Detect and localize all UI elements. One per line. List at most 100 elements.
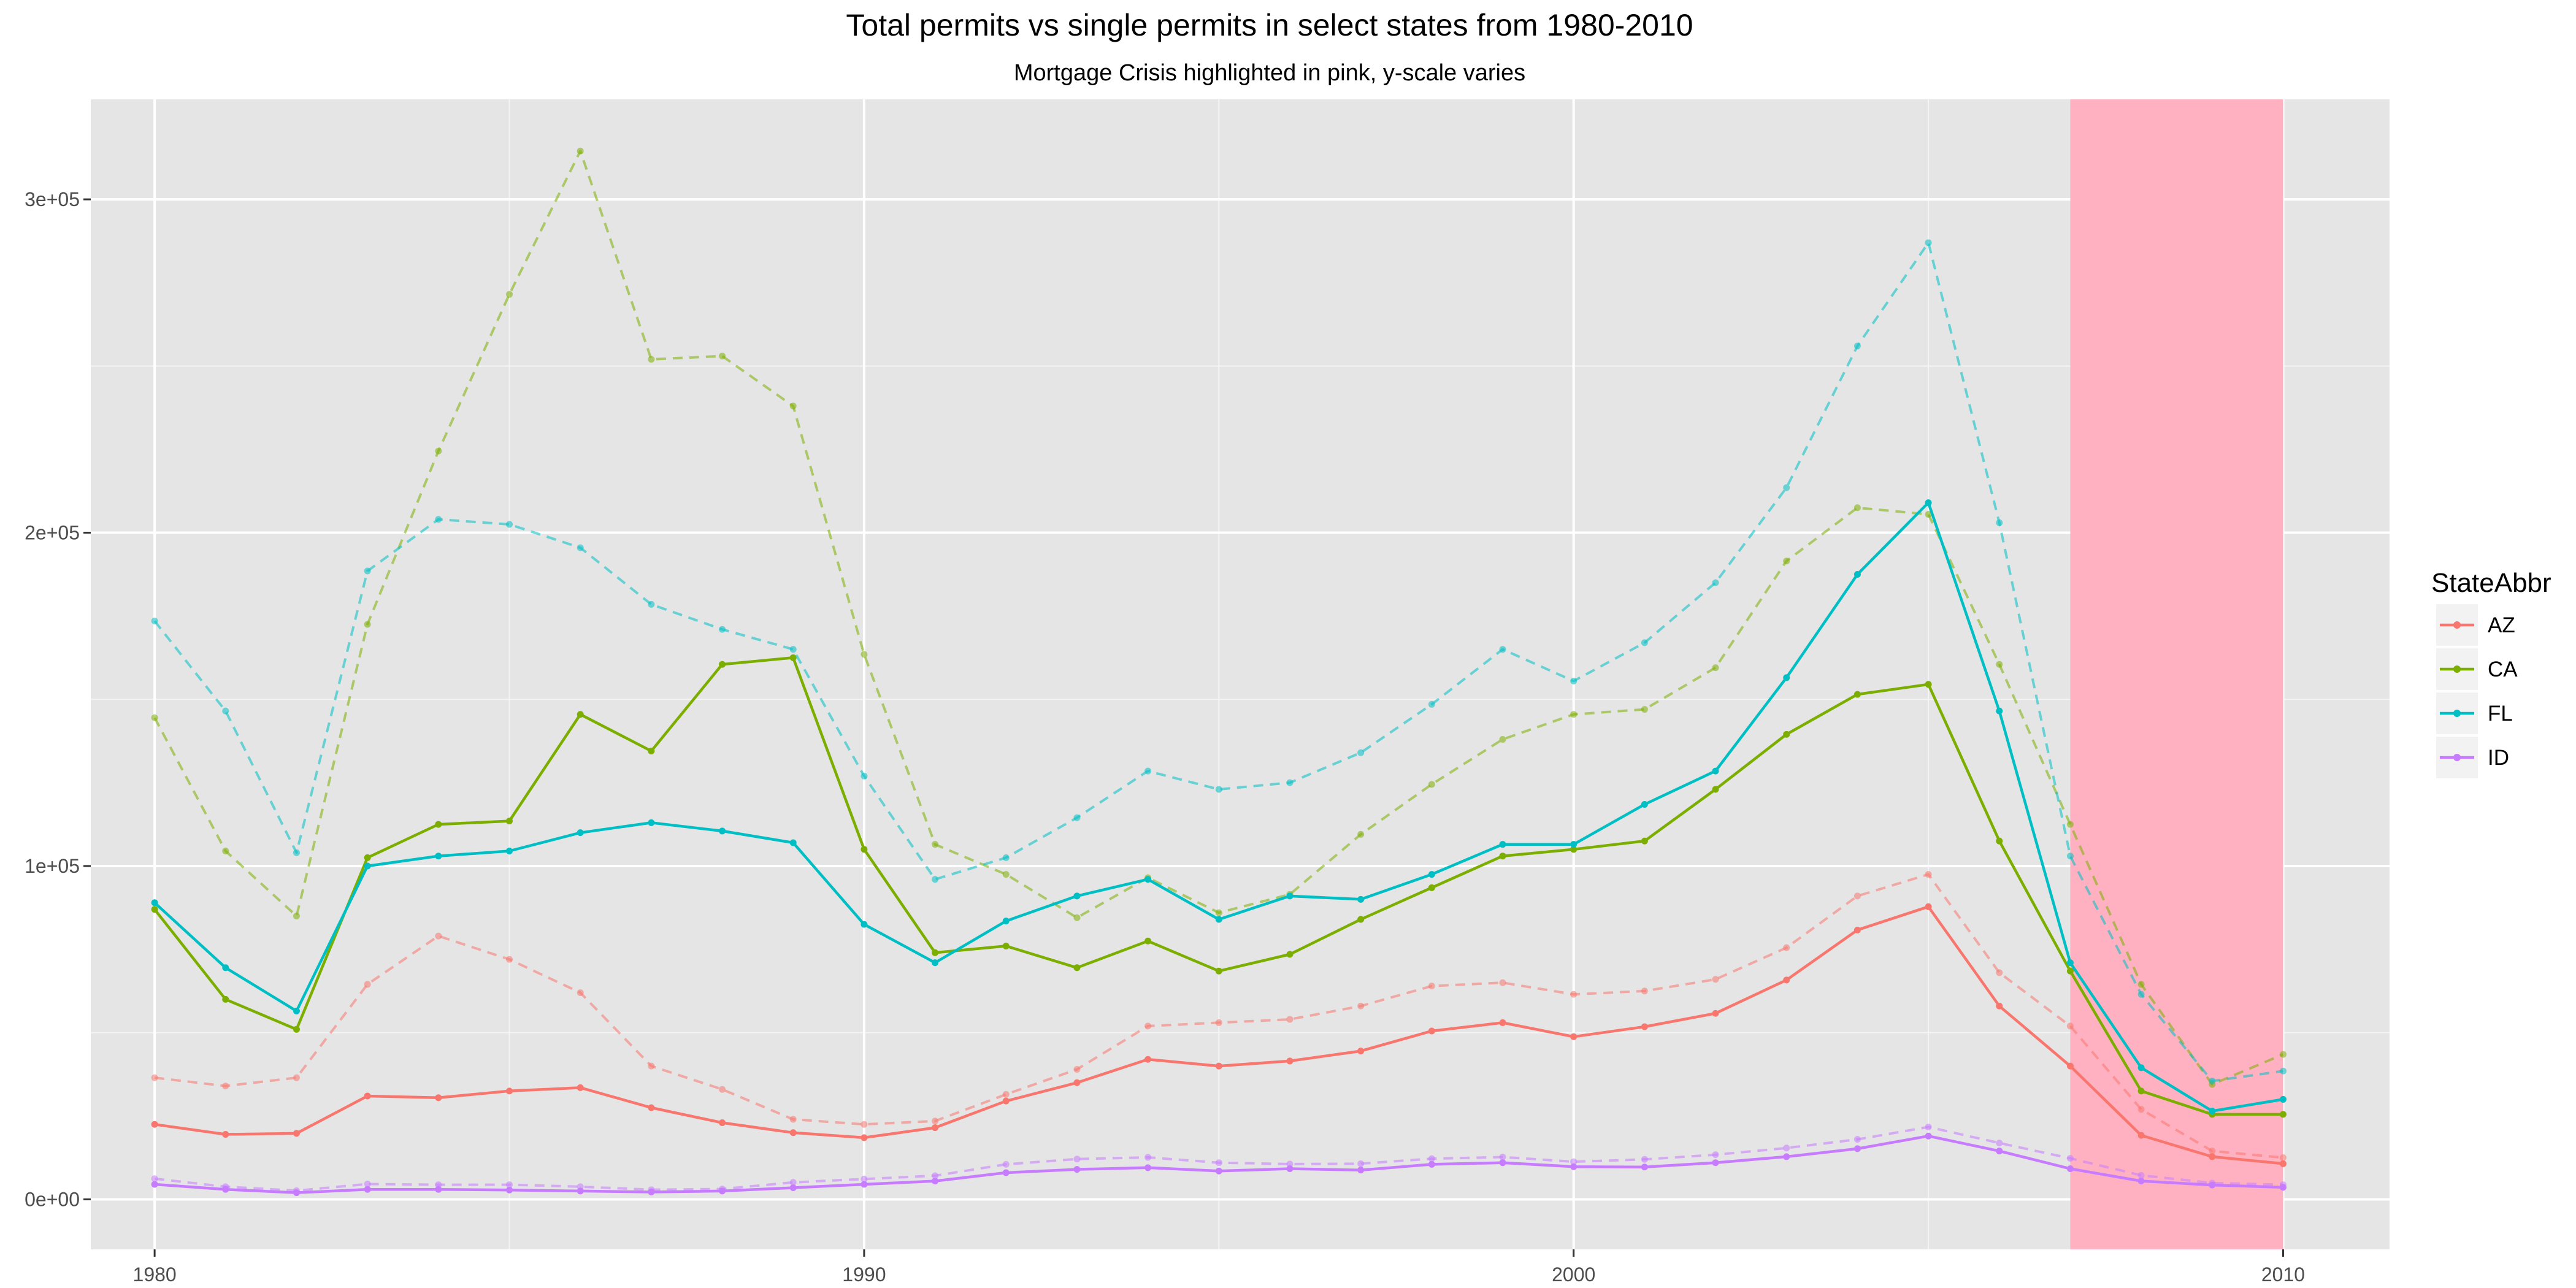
fl-single-point [2279, 1095, 2287, 1103]
az-total-point [1641, 987, 1648, 995]
az-total-point [719, 1086, 726, 1093]
legend-title: StateAbbr [2431, 568, 2551, 598]
ca-single-point [2279, 1111, 2287, 1118]
ca-total-point [577, 147, 584, 155]
ca-total-point [1215, 909, 1222, 916]
az-single-point [1853, 926, 1861, 933]
id-single-point [1073, 1166, 1081, 1173]
az-single-point [648, 1104, 655, 1111]
az-total-point [222, 1083, 229, 1090]
ca-single-point [932, 949, 939, 956]
id-single-point [293, 1189, 300, 1197]
ca-total-point [1570, 711, 1577, 718]
fl-total-point [2279, 1067, 2287, 1075]
az-total-point [1428, 983, 1435, 990]
az-total-point [1570, 991, 1577, 998]
series-az [151, 871, 2287, 1167]
fl-total-point [2066, 853, 2074, 860]
fl-total-point [435, 516, 442, 523]
fl-total-point [1641, 639, 1648, 646]
az-total-point [2209, 1148, 2216, 1155]
fl-single-point [1499, 841, 1506, 848]
ca-single-point [1996, 837, 2003, 845]
legend-item-az: AZ [2436, 604, 2515, 646]
id-single-point [506, 1186, 513, 1194]
fl-total-point [506, 521, 513, 528]
y-tick-label: 1e+05 [25, 855, 80, 877]
ca-single-point [1428, 884, 1435, 891]
id-single-point [577, 1187, 584, 1195]
id-total-point [506, 1181, 513, 1189]
az-single-point [1996, 1002, 2003, 1010]
legend-label-az: AZ [2488, 613, 2515, 637]
plot-panel [91, 99, 2390, 1249]
id-total-point [789, 1179, 797, 1186]
az-single-point [2209, 1153, 2216, 1160]
az-single-point [1783, 976, 1790, 984]
fl-single-point [2137, 1064, 2145, 1071]
id-total-point [2066, 1155, 2074, 1162]
id-single-point [1783, 1153, 1790, 1160]
fl-total-point [1853, 342, 1861, 350]
id-single-point [1853, 1145, 1861, 1152]
id-total-point [2137, 1171, 2145, 1179]
fl-single-point [932, 959, 939, 967]
fl-total-point [648, 600, 655, 608]
id-single-point [1144, 1164, 1152, 1171]
ca-total-point [2137, 981, 2145, 988]
ca-total-point [1853, 504, 1861, 512]
ca-single-point [1712, 786, 1719, 793]
id-single-point [648, 1189, 655, 1196]
fl-single-point [577, 829, 584, 837]
id-single-point [435, 1186, 442, 1193]
ca-single-point [789, 654, 797, 661]
fl-single-point [1073, 892, 1081, 900]
ca-total-point [222, 848, 229, 855]
series-fl [151, 239, 2287, 1114]
fl-total-point [1712, 579, 1719, 586]
az-single-point [1286, 1057, 1294, 1065]
ca-single-point [1853, 691, 1861, 698]
az-single-point [435, 1094, 442, 1102]
ca-total-point [506, 291, 513, 298]
ca-total-point [932, 841, 939, 848]
id-single-point [789, 1184, 797, 1191]
az-single-point [861, 1134, 868, 1141]
legend-label-ca: CA [2488, 657, 2518, 681]
az-single-point [222, 1131, 229, 1138]
az-single-point [2137, 1132, 2145, 1139]
fl-single-point [719, 827, 726, 835]
ca-single-point [2137, 1087, 2145, 1095]
fl-total-point [719, 626, 726, 633]
fl-total-point [151, 618, 158, 625]
fl-single-point [364, 862, 371, 870]
id-single-point [1996, 1148, 2003, 1155]
fl-single-point [2066, 959, 2074, 967]
ca-total-point [648, 356, 655, 363]
fl-total-point [2137, 991, 2145, 998]
fl-total-point [1357, 749, 1365, 756]
az-single-point [1570, 1033, 1577, 1040]
id-single-point [1357, 1167, 1365, 1174]
ca-single-point [222, 995, 229, 1003]
legend-item-fl: FL [2436, 692, 2513, 734]
ca-total-point [293, 913, 300, 920]
id-total-point [1144, 1154, 1152, 1161]
x-tick-label: 2000 [1552, 1263, 1595, 1286]
fl-single-point [789, 839, 797, 846]
id-single-point [2279, 1184, 2287, 1191]
fl-total-point [577, 544, 584, 551]
fl-single-point [1570, 841, 1577, 848]
az-single-point [293, 1130, 300, 1137]
fl-single-point [1215, 916, 1222, 923]
az-total-point [293, 1074, 300, 1081]
id-total-point [861, 1175, 868, 1183]
ca-single-point [1144, 937, 1152, 945]
az-single-point [1428, 1027, 1435, 1035]
ca-single-point [364, 854, 371, 861]
id-single-point [364, 1186, 371, 1193]
id-total-point [1002, 1160, 1010, 1168]
fl-total-point [1144, 767, 1152, 775]
ca-single-point [1570, 846, 1577, 853]
series-ca [151, 147, 2287, 1118]
